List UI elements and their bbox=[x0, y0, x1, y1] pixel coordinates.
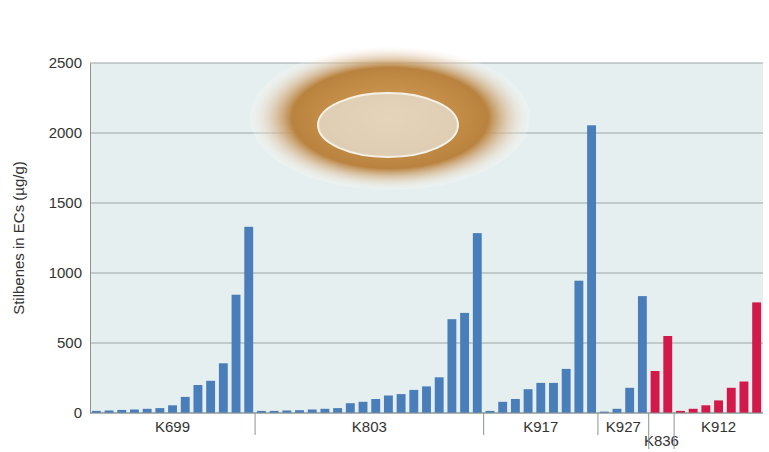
bar bbox=[562, 369, 571, 413]
bar bbox=[130, 410, 139, 414]
bar bbox=[613, 409, 622, 413]
bar bbox=[422, 386, 431, 413]
group-label: K917 bbox=[523, 418, 558, 435]
bar bbox=[663, 336, 672, 413]
grid-line bbox=[90, 343, 763, 344]
bar bbox=[651, 371, 660, 413]
y-tick-label: 1500 bbox=[49, 194, 82, 211]
photo-decoration bbox=[318, 93, 458, 157]
x-axis-line bbox=[90, 413, 763, 414]
bar bbox=[155, 408, 164, 413]
bar bbox=[181, 397, 190, 413]
y-axis-line bbox=[90, 64, 91, 414]
bar bbox=[447, 319, 456, 413]
bar bbox=[714, 400, 723, 413]
y-tick-label: 2000 bbox=[49, 124, 82, 141]
bar bbox=[244, 227, 253, 413]
bar bbox=[511, 399, 520, 413]
plot-background bbox=[90, 63, 763, 413]
group-label: K803 bbox=[352, 418, 387, 435]
y-axis-title: Stilbenes in ECs (µg/g) bbox=[10, 161, 27, 315]
y-tick: 500 bbox=[57, 334, 90, 351]
bar bbox=[460, 313, 469, 413]
y-tick: 2000 bbox=[49, 124, 90, 141]
bar bbox=[168, 405, 177, 413]
y-tick-label: 1000 bbox=[49, 264, 82, 281]
group-label: K912 bbox=[701, 418, 736, 435]
grid-line bbox=[90, 273, 763, 274]
bar bbox=[384, 396, 393, 414]
bar bbox=[473, 233, 482, 413]
grid-line bbox=[90, 203, 763, 204]
group-label: K927 bbox=[606, 418, 641, 435]
bar bbox=[320, 409, 329, 413]
y-tick-label: 0 bbox=[74, 404, 82, 421]
bar bbox=[549, 383, 558, 413]
bar bbox=[625, 388, 634, 413]
grid-line bbox=[90, 413, 763, 414]
photo-decoration bbox=[250, 46, 530, 190]
bar bbox=[701, 405, 710, 413]
bar bbox=[727, 388, 736, 413]
chart: 0 500 1000 1500 2000 2500 Stilbenes in ECs (µg… bbox=[0, 0, 769, 452]
bar bbox=[587, 125, 596, 413]
bar bbox=[333, 408, 342, 413]
bar bbox=[308, 410, 317, 414]
bar bbox=[206, 381, 215, 413]
bars bbox=[92, 125, 761, 413]
y-tick: 1500 bbox=[49, 194, 90, 211]
bar bbox=[409, 390, 418, 413]
group-label: K699 bbox=[155, 418, 190, 435]
bar bbox=[143, 409, 152, 413]
bar bbox=[397, 394, 406, 413]
bar bbox=[524, 389, 533, 413]
y-tick-label: 500 bbox=[57, 334, 82, 351]
y-tick: 0 bbox=[74, 404, 90, 421]
bar bbox=[752, 302, 761, 413]
grid bbox=[90, 63, 763, 413]
bar bbox=[346, 403, 355, 413]
group-separator bbox=[483, 413, 484, 435]
y-tick: 2500 bbox=[49, 54, 90, 71]
group-separator bbox=[255, 413, 256, 435]
bar bbox=[232, 295, 241, 413]
bar bbox=[498, 402, 507, 413]
bar bbox=[740, 382, 749, 414]
bar bbox=[574, 281, 583, 413]
bar bbox=[219, 363, 228, 413]
y-axis: 0 500 1000 1500 2000 2500 bbox=[49, 54, 91, 421]
bar bbox=[536, 383, 545, 413]
bar bbox=[359, 402, 368, 413]
group-separator bbox=[597, 413, 598, 435]
group-separator bbox=[674, 413, 675, 449]
y-tick: 1000 bbox=[49, 264, 90, 281]
bar bbox=[371, 399, 380, 413]
group-separator bbox=[648, 413, 649, 449]
bar bbox=[435, 377, 444, 413]
bar bbox=[193, 385, 202, 413]
y-tick-label: 2500 bbox=[49, 54, 82, 71]
bar bbox=[638, 296, 647, 413]
bar bbox=[689, 409, 698, 413]
